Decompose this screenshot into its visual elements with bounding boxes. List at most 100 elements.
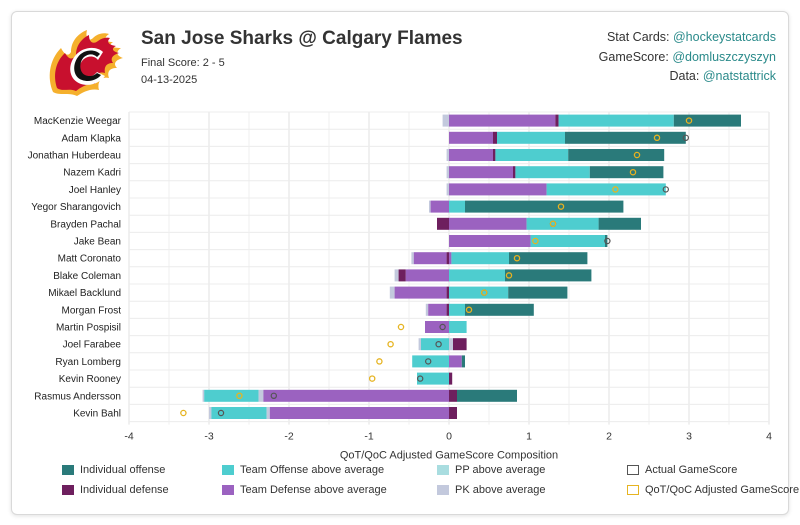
adjusted-gamescore-marker — [685, 117, 693, 124]
x-tick-label: -4 — [124, 431, 133, 443]
credit-label: Stat Cards: — [606, 30, 670, 44]
adjusted-gamescore-marker — [368, 375, 376, 382]
player-label: Yegor Sharangovich — [31, 202, 121, 213]
bar-segment-pk — [442, 114, 449, 127]
x-tick-label: 2 — [606, 431, 612, 443]
bar-segment-team-def — [449, 166, 513, 179]
legend-swatch — [222, 465, 234, 475]
actual-gamescore-marker — [439, 323, 446, 331]
bar-segment-ind-def — [446, 286, 449, 299]
calgary-flames-logo — [49, 30, 123, 96]
player-label: Ryan Lomberg — [55, 357, 121, 368]
bar-segment-pk — [425, 303, 429, 316]
bar-segment-team-off — [449, 321, 467, 333]
legend-item-adj: QoT/QoC Adjusted GameScore — [627, 484, 799, 496]
bar-segment-team-off — [204, 389, 259, 402]
player-label: Adam Klapka — [62, 133, 122, 144]
player-label: Matt Coronato — [58, 254, 122, 265]
bar-segment-team-def — [449, 252, 452, 265]
bar-segment-pk — [209, 407, 212, 419]
adjusted-gamescore-marker — [376, 358, 383, 365]
bar-segment-team-def — [449, 235, 531, 247]
legend-item-pk: PK above average — [437, 484, 546, 496]
credit-handle[interactable]: @domluszczyszyn — [672, 49, 776, 64]
player-label: Kevin Bahl — [73, 409, 121, 420]
bar-segment-pk — [202, 389, 205, 402]
x-tick-label: 3 — [686, 431, 692, 443]
bar-segment-team-def — [449, 355, 462, 368]
bar-segment-ind-def — [446, 303, 449, 316]
bar-segment-team-def — [405, 269, 449, 282]
legend-swatch — [627, 485, 639, 495]
player-label: Jonathan Huberdeau — [28, 151, 121, 162]
bar-segment-team-def — [430, 200, 449, 213]
bar-segment-ind-off — [605, 235, 608, 247]
bar-segment-ind-def — [493, 149, 496, 161]
bar-segment-team-off — [451, 252, 509, 265]
bar-segment-pk — [266, 407, 270, 419]
bar-segment-ind-off — [465, 200, 624, 213]
adjusted-gamescore-marker — [557, 203, 565, 210]
bar-segment-pk — [394, 269, 399, 282]
bar-segment-ind-def — [449, 389, 457, 402]
bar-segment-pk — [389, 286, 395, 299]
credit-handle[interactable]: @natstattrick — [702, 69, 776, 83]
bar-segment-team-def — [449, 149, 493, 161]
adjusted-gamescore-marker — [612, 186, 619, 193]
adjusted-gamescore-marker — [549, 220, 557, 228]
bar-segment-team-def — [449, 114, 556, 127]
adjusted-gamescore-marker — [465, 306, 473, 314]
bar-segment-team-off — [497, 131, 565, 144]
credit-line-gamescore: GameScore: @domluszczyszyn — [599, 48, 776, 68]
player-label: Brayden Pachal — [50, 219, 121, 230]
bar-segment-ind-off — [589, 166, 664, 179]
bar-segment-ind-off — [457, 389, 517, 402]
legend-label: Team Defense above average — [240, 484, 387, 496]
legend-item-ind-def: Individual defense — [62, 484, 169, 496]
bar-segment-team-off — [526, 217, 599, 230]
bar-segment-pk — [258, 389, 264, 402]
legend-item-actual: Actual GameScore — [627, 464, 737, 476]
x-tick-label: 4 — [766, 431, 772, 443]
bar-segment-team-off — [211, 407, 267, 419]
legend-swatch — [437, 465, 449, 475]
bar-segment-ind-off — [465, 303, 534, 316]
adjusted-gamescore-marker — [513, 254, 521, 262]
bar-segment-ind-off — [461, 355, 465, 368]
player-label: Blake Coleman — [53, 271, 121, 282]
page-title: San Jose Sharks @ Calgary Flames — [141, 28, 463, 49]
bar-segment-team-def — [394, 286, 447, 299]
x-axis-label: QoT/QoC Adjusted GameScore Composition — [340, 450, 558, 462]
legend-label: Actual GameScore — [645, 464, 738, 476]
player-label: Morgan Frost — [62, 305, 122, 316]
bar-segment-pk — [449, 338, 453, 351]
credit-handle[interactable]: @hockeystatcards — [672, 30, 776, 44]
bar-segment-ind-def — [446, 252, 449, 265]
adjusted-gamescore-marker — [480, 289, 488, 296]
x-tick-label: 0 — [446, 431, 452, 443]
bar-segment-team-off — [449, 303, 465, 316]
legend-item-ind-off: Individual offense — [62, 464, 165, 476]
bar-segment-team-off — [449, 269, 505, 282]
x-tick-label: -3 — [204, 431, 213, 443]
adjusted-gamescore-marker — [633, 151, 641, 159]
x-tick-label: 1 — [526, 431, 532, 443]
bar-segment-team-def — [449, 183, 547, 196]
actual-gamescore-marker — [425, 358, 432, 365]
bar-segment-team-off — [515, 166, 590, 179]
adjusted-gamescore-marker — [236, 392, 243, 400]
adjusted-gamescore-marker — [180, 409, 187, 417]
legend-label: Individual defense — [80, 484, 169, 496]
stat-card — [11, 11, 789, 515]
bar-segment-ind-def — [555, 114, 559, 127]
chart-legend: Individual offense Team Offense above ave… — [62, 464, 799, 504]
player-label: Jake Bean — [74, 237, 121, 248]
bar-segment-ind-def — [437, 217, 449, 230]
bar-segment-pk — [411, 252, 414, 265]
bar-segment-team-def — [263, 389, 449, 402]
bar-segment-ind-off — [568, 149, 665, 161]
bar-segment-ind-def — [493, 131, 497, 144]
actual-gamescore-marker — [662, 186, 670, 193]
adjusted-gamescore-marker — [653, 134, 661, 142]
